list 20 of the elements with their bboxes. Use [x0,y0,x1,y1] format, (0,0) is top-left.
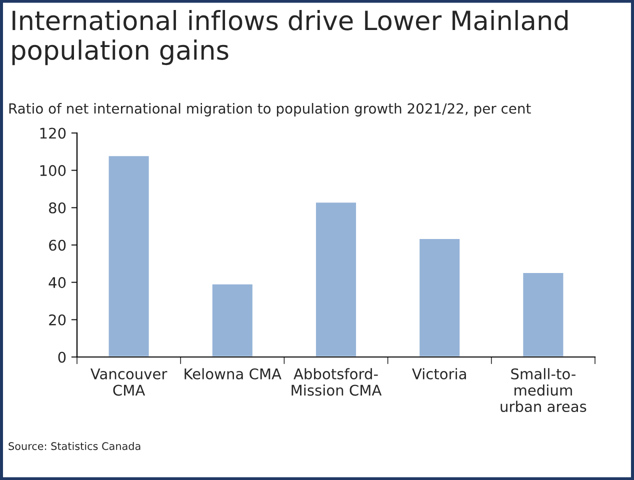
y-tick-label: 60 [49,240,66,251]
chart-subtitle: Ratio of net international migration to population growth 2021/22, per cent [9,103,531,116]
x-tick-label: Victoria [412,368,466,380]
chart-title: International inflows drive Lower Mainland population gains [12,10,568,66]
x-tick-label: Abbotsford- Mission CMA [292,368,382,396]
bar [107,154,150,357]
source-note: Source: Statistics Canada [8,442,140,450]
bar [418,238,462,357]
y-tick-label: 80 [49,202,66,214]
y-tick-label: 0 [58,352,66,363]
x-tick-label: Small-to- medium urban areas [500,368,586,412]
y-tick-label: 100 [40,165,66,176]
bar [522,272,565,357]
y-tick-label: 40 [48,277,66,288]
bar [210,282,254,357]
x-tick-label: Vancouver CMA [90,368,168,396]
y-tick-label: 20 [49,314,66,326]
x-tick-label: Kelowna CMA [184,368,282,380]
bar [314,201,358,357]
y-tick-label: 120 [40,128,66,139]
